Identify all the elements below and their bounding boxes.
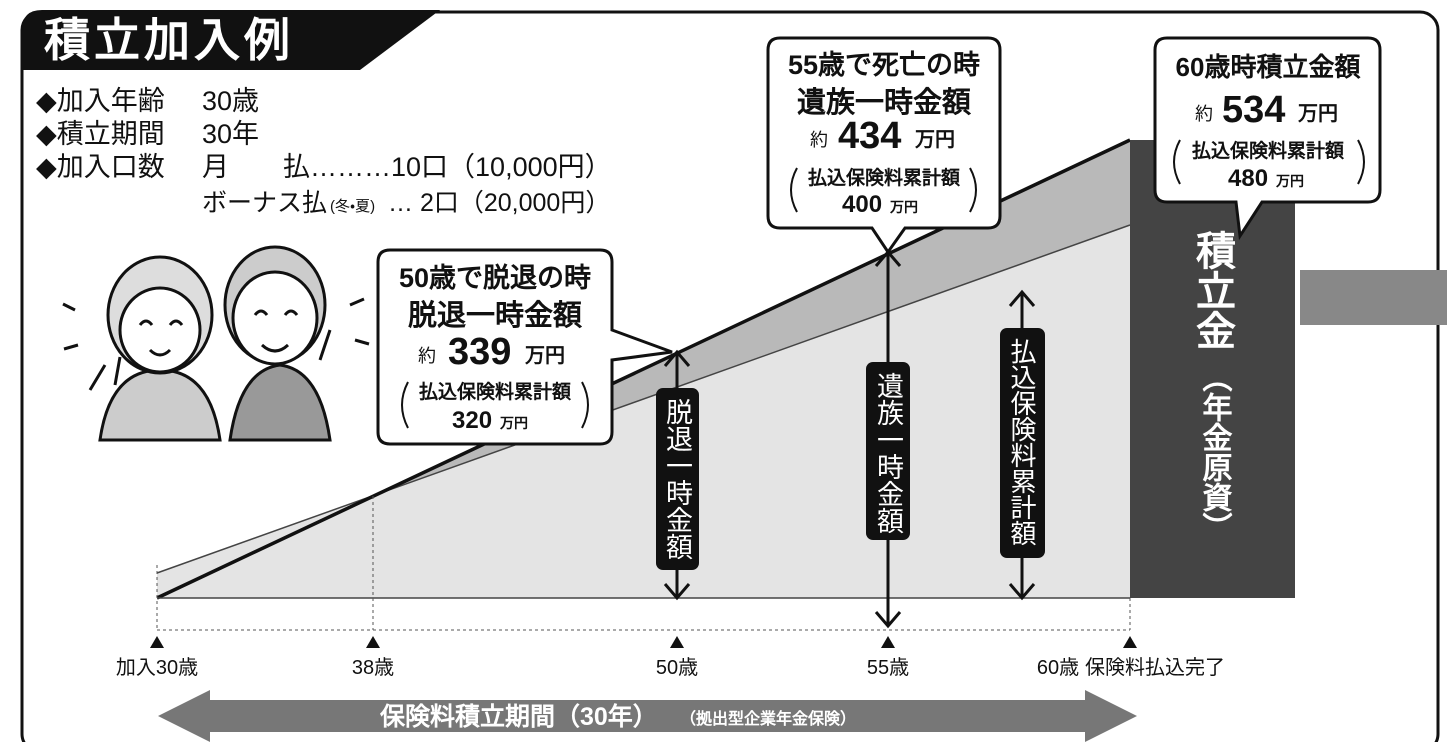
- side-bar: [1300, 270, 1447, 325]
- callout-prefix: 約: [810, 130, 828, 150]
- condition-value: 30年: [202, 119, 259, 149]
- title: 積立加入例: [44, 14, 294, 66]
- callout-unit: 万円: [1297, 103, 1338, 125]
- callout-premium-unit: 万円: [1275, 173, 1304, 189]
- timeline-label: 55歳: [867, 656, 909, 679]
- callout-premium-unit: 万円: [889, 199, 918, 215]
- callout-premium-amount: 320: [452, 407, 492, 434]
- period-label: 保険料積立期間（30年）: [379, 702, 658, 731]
- callout-premium-amount: 400: [842, 191, 882, 218]
- callout-premium-amount: 480: [1228, 165, 1268, 192]
- condition-label: ◆加入口数: [36, 152, 165, 182]
- callout-prefix: 約: [1195, 104, 1213, 124]
- callout-amount: 339: [448, 331, 511, 373]
- callout-premium-label: 払込保険料累計額: [808, 166, 961, 189]
- timeline-label: 60歳: [1037, 656, 1079, 679]
- timeline-label: 50歳: [656, 656, 698, 679]
- bonus-note: (冬・夏): [330, 198, 375, 215]
- arrow-label: 脱退一時金額: [662, 398, 693, 560]
- callout-amount: 534: [1222, 89, 1285, 131]
- fund-note: （年金原資）: [1198, 362, 1233, 542]
- condition-value: 30歳: [202, 86, 259, 116]
- condition-value: 月 払………10口（10,000円）: [202, 152, 612, 182]
- callout-unit: 万円: [914, 129, 955, 151]
- diagram: 積立加入例 ◆加入年齢 30歳 ◆積立期間 30年 ◆加入口数 月 払………10…: [0, 0, 1447, 742]
- arrow-label: 払込保険料累計額: [1007, 338, 1037, 546]
- callout-unit: 万円: [524, 345, 565, 367]
- callout-premium-unit: 万円: [499, 415, 528, 431]
- timeline-label: 加入30歳: [116, 656, 198, 679]
- callout-heading: 55歳で死亡の時: [788, 50, 980, 80]
- callout-amount: 434: [838, 115, 901, 157]
- arrow-label: 遺族一時金額: [873, 372, 904, 534]
- callout-prefix: 約: [418, 346, 436, 366]
- timeline-label: 保険料払込完了: [1085, 656, 1225, 679]
- callout-premium-label: 払込保険料累計額: [1192, 139, 1345, 162]
- callout-heading: 60歳時積立金額: [1176, 52, 1362, 82]
- timeline-label: 38歳: [352, 656, 394, 679]
- fund-label: 積立金: [1190, 230, 1236, 350]
- bonus-label: ボーナス払: [202, 189, 327, 217]
- condition-label: ◆加入年齢: [36, 86, 165, 116]
- bonus-value: … 2口（20,000円）: [388, 189, 610, 217]
- callout-name: 脱退一時金額: [408, 299, 583, 332]
- period-note: （拠出型企業年金保険）: [680, 709, 856, 728]
- callout-heading: 50歳で脱退の時: [399, 263, 591, 293]
- condition-label: ◆積立期間: [36, 119, 165, 149]
- callout-premium-label: 払込保険料累計額: [419, 380, 572, 403]
